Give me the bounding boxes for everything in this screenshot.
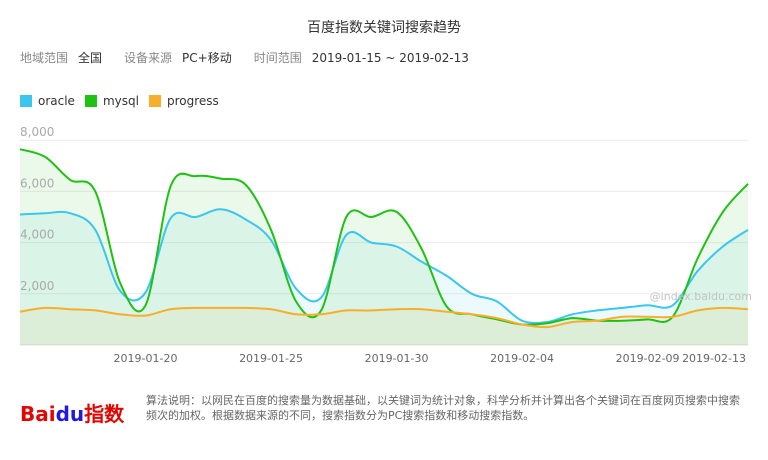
legend-swatch-mysql bbox=[84, 95, 97, 107]
chart-title: 百度指数关键词搜索趋势 bbox=[307, 20, 461, 36]
time-label: 时间范围 bbox=[253, 51, 302, 65]
time-end: 2019-02-13 bbox=[399, 51, 469, 65]
y-tick-label: 8,000 bbox=[20, 125, 54, 139]
legend-item-oracle[interactable]: oracle bbox=[20, 94, 75, 108]
legend-label-progress: progress bbox=[166, 94, 219, 108]
legend-swatch-oracle bbox=[20, 95, 32, 107]
legend-item-progress[interactable]: progress bbox=[148, 94, 219, 108]
area-oracle bbox=[20, 209, 748, 345]
line-progress[interactable] bbox=[19, 306, 749, 329]
baidu-index-logo: Baidu指数 bbox=[20, 402, 125, 426]
x-tick-label: 2019-02-13 bbox=[682, 352, 746, 365]
x-tick-label: 2019-01-25 bbox=[239, 352, 303, 365]
legend-item-mysql[interactable]: mysql bbox=[84, 94, 139, 108]
region-label: 地域范围 bbox=[20, 51, 69, 65]
legend-swatch-progress bbox=[148, 95, 161, 107]
grid-lines bbox=[20, 139, 748, 346]
area-progress bbox=[20, 307, 748, 345]
y-tick-label: 6,000 bbox=[20, 176, 54, 190]
x-tick-label: 2019-02-04 bbox=[490, 352, 554, 365]
legend-label-mysql: mysql bbox=[102, 94, 139, 108]
region-value: 全国 bbox=[78, 51, 103, 65]
series-areas bbox=[20, 149, 748, 345]
time-start: 2019-01-15 bbox=[311, 51, 382, 65]
query-meta: 地域范围 全国 设备来源 PC+移动 时间范围 2019-01-15 ~ 2019-02-… bbox=[20, 49, 469, 66]
legend-label-oracle: oracle bbox=[38, 94, 75, 108]
x-tick-label: 2019-02-09 bbox=[616, 352, 680, 365]
algorithm-note: 算法说明：以网民在百度的搜索量为数据基础，以关键词为统计对象，科学分析并计算出各… bbox=[146, 394, 740, 422]
watermark-text: @index.baidu.com bbox=[650, 290, 752, 303]
x-axis-ticks: 2019-01-20 2019-01-25 2019-01-30 2019-02-04… bbox=[114, 352, 746, 365]
x-tick-label: 2019-01-30 bbox=[365, 352, 429, 365]
y-axis-ticks: 2,000 4,000 6,000 8,000 bbox=[20, 125, 54, 293]
device-value: PC+移动 bbox=[182, 51, 232, 65]
line-mysql[interactable] bbox=[19, 148, 749, 326]
y-tick-label: 4,000 bbox=[20, 228, 54, 242]
time-separator: ~ bbox=[385, 51, 396, 65]
area-mysql bbox=[20, 149, 748, 345]
series-lines bbox=[19, 148, 749, 329]
x-tick-label: 2019-01-20 bbox=[114, 352, 178, 365]
line-oracle[interactable] bbox=[19, 208, 749, 324]
chart-legend: oracle mysql progress bbox=[20, 94, 219, 108]
y-tick-label: 2,000 bbox=[20, 279, 54, 293]
device-label: 设备来源 bbox=[124, 51, 173, 65]
